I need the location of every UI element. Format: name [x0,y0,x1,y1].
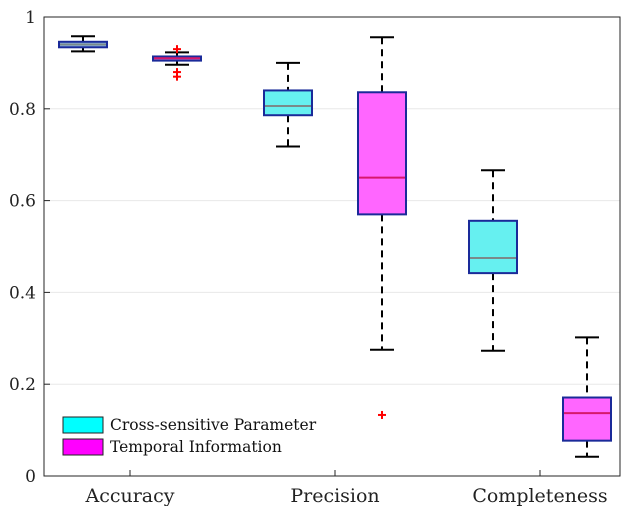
box-body [468,219,518,275]
box-temporal-completeness [562,336,612,458]
y-tick-label: 1 [25,8,36,28]
box-cross-sensitive-accuracy [58,35,108,53]
x-tick-label: Completeness [472,485,607,506]
axis-ticks: 0 0.2 0.4 0.6 0.8 1 Accuracy Precision Completen… [9,8,608,506]
outlier-marker [173,72,181,81]
y-tick-label: 0.2 [9,375,36,395]
box-body [357,91,407,216]
box-cross-sensitive-completeness [468,169,518,352]
box-temporal-accuracy [152,45,202,81]
box-body [263,89,313,117]
axes-frame [43,16,621,477]
box-temporal-precision [357,36,407,419]
box-cross-sensitive-precision [263,61,313,148]
legend: Cross-sensitive Parameter Temporal Infor… [62,416,317,456]
x-tick-label: Precision [290,485,379,506]
legend-swatch-cross-sensitive [62,416,104,434]
outlier-marker [378,410,386,419]
outlier-marker [173,45,181,54]
gridlines [44,108,620,385]
box-body [562,396,612,442]
legend-label-cross-sensitive: Cross-sensitive Parameter [110,416,317,434]
y-tick-label: 0.8 [9,100,36,120]
legend-swatch-temporal [62,438,104,456]
x-tick-label: Accuracy [84,485,174,506]
y-tick-label: 0 [25,467,36,487]
legend-label-temporal: Temporal Information [110,438,282,456]
plot-area [58,35,612,458]
y-tick-label: 0.4 [9,283,36,303]
y-tick-label: 0.6 [9,192,36,212]
